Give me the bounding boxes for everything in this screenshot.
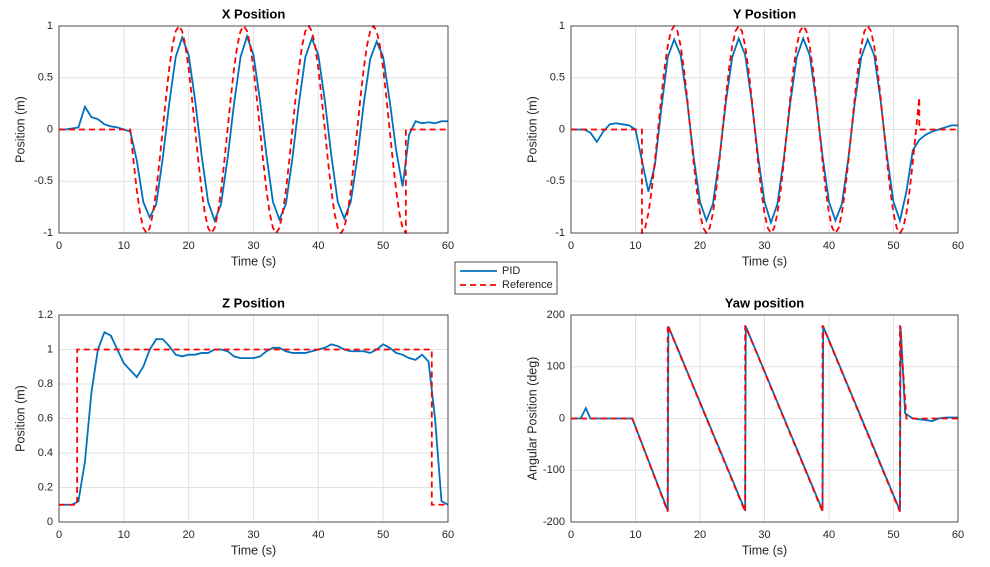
legend: PID Reference xyxy=(454,261,558,295)
x-tick-label: 50 xyxy=(377,240,389,252)
x-tick-label: 40 xyxy=(823,240,835,252)
x-axis-label: Time (s) xyxy=(742,543,787,557)
x-axis-label: Time (s) xyxy=(231,254,276,268)
chart-title: Yaw position xyxy=(725,295,805,310)
x-tick-label: 60 xyxy=(442,529,454,541)
legend-box xyxy=(454,261,558,295)
series-line xyxy=(571,325,958,512)
x-tick-label: 40 xyxy=(312,240,324,252)
x-tick-label: 30 xyxy=(758,529,770,541)
chart-title: Z Position xyxy=(222,295,285,310)
x-tick-label: 10 xyxy=(629,529,641,541)
y-tick-label: 0 xyxy=(47,123,53,135)
x-tick-label: 20 xyxy=(694,240,706,252)
series-line xyxy=(59,348,448,506)
x-tick-label: 30 xyxy=(247,529,259,541)
x-tick-label: 50 xyxy=(377,529,389,541)
x-tick-label: 10 xyxy=(118,529,130,541)
x-tick-label: 30 xyxy=(247,240,259,252)
x-tick-label: 0 xyxy=(56,529,62,541)
y-tick-label: -0.5 xyxy=(34,175,53,187)
series-line xyxy=(59,330,448,506)
y-tick-label: -0.5 xyxy=(546,175,565,187)
chart-title: X Position xyxy=(222,6,286,21)
y-tick-label: 0.5 xyxy=(550,72,565,84)
chart-title: Y Position xyxy=(733,6,796,21)
y-tick-label: 1 xyxy=(559,20,565,32)
y-tick-label: -200 xyxy=(543,516,565,528)
x-tick-label: 0 xyxy=(568,529,574,541)
series-line xyxy=(59,25,448,234)
y-tick-label: 0.4 xyxy=(38,447,53,459)
axes-box xyxy=(570,25,959,234)
x-tick-label: 20 xyxy=(183,529,195,541)
x-tick-label: 50 xyxy=(887,529,899,541)
y-axis-label: Position (m) xyxy=(13,96,27,163)
legend-label: Reference xyxy=(502,279,553,291)
y-tick-label: 1 xyxy=(47,343,53,355)
y-axis-label: Angular Position (deg) xyxy=(525,357,539,481)
x-tick-label: 0 xyxy=(56,240,62,252)
y-tick-label: 200 xyxy=(547,309,565,321)
y-tick-label: 1 xyxy=(47,20,53,32)
series-line xyxy=(571,25,958,234)
y-tick-label: 1.2 xyxy=(38,309,53,321)
y-tick-label: 0 xyxy=(559,123,565,135)
y-tick-label: 0.5 xyxy=(38,72,53,84)
y-tick-label: 0 xyxy=(47,516,53,528)
x-tick-label: 60 xyxy=(952,529,964,541)
y-tick-label: 100 xyxy=(547,361,565,373)
x-tick-label: 40 xyxy=(823,529,835,541)
x-axis-label: Time (s) xyxy=(742,254,787,268)
y-tick-label: 0.2 xyxy=(38,481,53,493)
x-tick-label: 20 xyxy=(183,240,195,252)
y-axis-label: Position (m) xyxy=(525,96,539,163)
y-tick-label: -1 xyxy=(43,227,53,239)
axes-box xyxy=(570,314,959,523)
axes-box xyxy=(58,314,449,523)
x-tick-label: 10 xyxy=(118,240,130,252)
y-tick-label: 0.6 xyxy=(38,412,53,424)
axes-box xyxy=(58,25,449,234)
x-tick-label: 60 xyxy=(952,240,964,252)
y-tick-label: -100 xyxy=(543,464,565,476)
legend-label: PID xyxy=(502,265,520,277)
x-tick-label: 10 xyxy=(629,240,641,252)
x-tick-label: 0 xyxy=(568,240,574,252)
x-tick-label: 30 xyxy=(758,240,770,252)
y-tick-label: 0.8 xyxy=(38,378,53,390)
y-tick-label: -1 xyxy=(555,227,565,239)
x-tick-label: 50 xyxy=(887,240,899,252)
x-axis-label: Time (s) xyxy=(231,543,276,557)
x-tick-label: 40 xyxy=(312,529,324,541)
x-tick-label: 20 xyxy=(694,529,706,541)
y-axis-label: Position (m) xyxy=(13,385,27,452)
x-tick-label: 60 xyxy=(442,240,454,252)
y-tick-label: 0 xyxy=(559,412,565,424)
